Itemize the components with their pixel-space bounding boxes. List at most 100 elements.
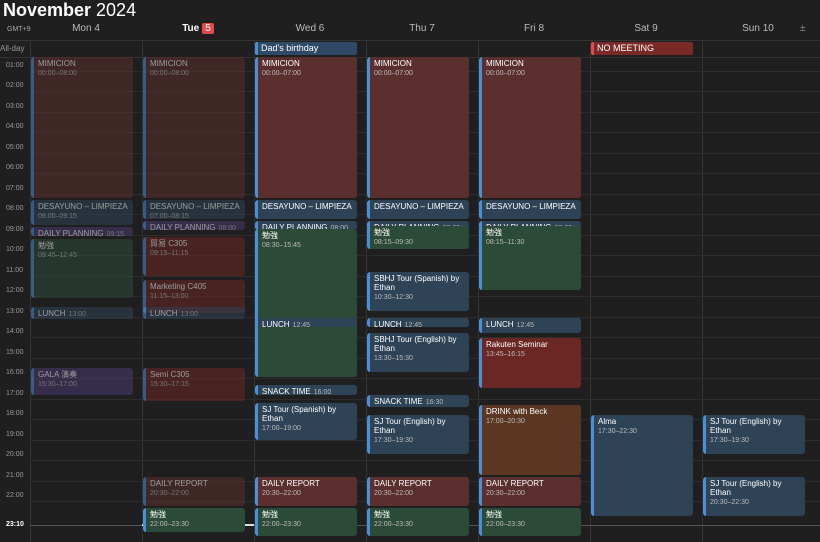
calendar-event[interactable]: DAILY REPORT 20:30–22:00 [367, 476, 469, 506]
event-title: MIMICION [486, 58, 524, 68]
event-color-bar [479, 220, 482, 230]
calendar-header: November 2024 GMT+9 Mon 4 Tue 5 Wed 6 Thu 7 Fr… [0, 0, 820, 40]
calendar-event[interactable]: LUNCH 12:45 [255, 317, 357, 327]
event-title: MIMICION [374, 58, 412, 68]
event-color-bar [479, 476, 482, 506]
calendar-event[interactable]: SJ Tour (English) by Ethan 20:30–22:30 [703, 476, 805, 516]
event-color-bar [367, 56, 370, 198]
calendar-event[interactable]: 勉強 22:00–23:30 [479, 507, 581, 537]
event-title: MIMICION [262, 58, 300, 68]
collapse-icon[interactable]: ± [800, 23, 806, 34]
calendar-event[interactable]: MIMICION 00:00–07:00 [367, 56, 469, 198]
event-color-bar [143, 56, 146, 198]
event-color-bar [591, 415, 594, 516]
calendar-event[interactable]: 勉強 08:15–09:30 [367, 225, 469, 250]
event-time: 08:30–15:45 [262, 241, 301, 249]
calendar-event[interactable]: DESAYUNO – LIMPIEZA [479, 200, 581, 219]
day-header-2[interactable]: Wed 6 [254, 23, 366, 34]
event-color-bar [255, 384, 258, 395]
hour-label: 11:00 [6, 266, 23, 274]
event-title: 勉強 [374, 227, 390, 237]
event-time: 08:00–09:15 [38, 213, 77, 220]
calendar-event[interactable]: LUNCH 12:45 [367, 317, 469, 327]
hour-label: 04:00 [6, 123, 24, 130]
event-title: SJ Tour (English) by Ethan [710, 417, 782, 436]
calendar-event[interactable]: DAILY PLANNING 09:15 [31, 226, 133, 236]
calendar-event[interactable]: LUNCH 12:45 [479, 317, 581, 334]
event-title: 勉強 [486, 227, 502, 237]
calendar-event[interactable]: DAILY REPORT 20:30–22:00 [255, 476, 357, 506]
allday-label: All-day [0, 44, 25, 53]
calendar-event[interactable]: DESAYUNO – LIMPIEZA [367, 200, 469, 219]
calendar-event[interactable]: SBHJ Tour (English) by Ethan 13:30–15:30 [367, 333, 469, 373]
hour-label: 17:00 [6, 389, 24, 397]
event-color-bar [31, 306, 34, 319]
calendar-event[interactable]: DESAYUNO – LIMPIEZA 08:00–09:15 [31, 200, 133, 225]
day-header-5[interactable]: Sat 9 [590, 23, 702, 34]
calendar-event[interactable]: SNACK TIME 16:30 [367, 394, 469, 408]
day-header-4[interactable]: Fri 8 [478, 23, 590, 34]
calendar-event[interactable]: 勉強 08:30–15:45 [255, 228, 357, 378]
calendar-event[interactable]: Rakuten Seminar 13:45–16:15 [479, 338, 581, 388]
event-time: 17:00–19:00 [262, 424, 301, 432]
day-header-6[interactable]: Sun 10 [702, 23, 814, 34]
event-inline-time: 08:00 [218, 224, 237, 230]
calendar-event[interactable]: Alma 17:30–22:30 [591, 415, 693, 516]
event-color-bar [367, 415, 370, 455]
hour-label: 15:00 [6, 348, 24, 356]
calendar-event[interactable]: 勉強 09:45–12:45 [31, 238, 133, 299]
calendar-event[interactable]: DESAYUNO – LIMPIEZA 07:00–08:15 [143, 200, 245, 219]
calendar-event[interactable]: 貿易 C305 09:15–11:15 [143, 236, 245, 276]
calendar-event[interactable]: MIMICION 00:00–07:00 [479, 56, 581, 198]
event-title: SNACK TIME 16:30 [374, 396, 444, 406]
day-header-1[interactable]: Tue 5 [142, 23, 254, 34]
event-title: Rakuten Seminar [486, 340, 548, 350]
calendar-event[interactable]: GALA 演奏 15:30–17:00 [31, 368, 133, 395]
calendar-event[interactable]: DAILY REPORT 20:30–22:00 [479, 476, 581, 506]
calendar-event[interactable]: SJ Tour (English) by Ethan 17:30–19:30 [367, 415, 469, 455]
month-year-title: November 2024 [3, 0, 136, 21]
event-title: MIMICION [38, 58, 76, 68]
event-time: 20:30–22:00 [486, 489, 525, 497]
event-inline-time: 16:00 [313, 388, 332, 395]
event-time: 13:30–15:30 [374, 355, 413, 363]
calendar-event[interactable]: LUNCH 13:00 [31, 306, 133, 319]
calendar-event[interactable]: SNACK TIME 16:00 [255, 384, 357, 395]
event-time: 00:00–07:00 [486, 69, 525, 77]
calendar-event[interactable]: 勉強 22:00–23:30 [367, 507, 469, 537]
calendar-event[interactable]: DESAYUNO – LIMPIEZA [255, 200, 357, 219]
calendar-event[interactable]: DRINK with Beck 17:00–20:30 [479, 405, 581, 475]
calendar-event[interactable]: 勉強 08:15–11:30 [479, 225, 581, 291]
allday-event-title: NO MEETING [597, 43, 655, 53]
calendar-event[interactable]: MIMICION 00:00–08:00 [143, 56, 245, 198]
event-inline-time: 12:45 [292, 321, 311, 327]
calendar-event[interactable]: SBHJ Tour (Spanish) by Ethan 10:30–12:30 [367, 271, 469, 311]
event-time: 20:30–22:00 [262, 489, 301, 497]
calendar-event[interactable]: Semi C305 15:30–17:15 [143, 368, 245, 401]
allday-event[interactable]: Dad's birthday [255, 42, 357, 55]
event-color-bar [31, 226, 34, 236]
day-header-0[interactable]: Mon 4 [30, 23, 142, 34]
event-time: 09:45–12:45 [38, 251, 77, 259]
column-divider [478, 40, 479, 542]
calendar-event[interactable]: SJ Tour (English) by Ethan 17:30–19:30 [703, 415, 805, 455]
hour-label: 14:00 [6, 328, 24, 335]
event-title: 勉強 [486, 509, 502, 519]
event-title: SJ Tour (English) by Ethan [710, 478, 782, 497]
calendar-event[interactable]: MIMICION 00:00–07:00 [255, 56, 357, 198]
hour-label: 07:00 [6, 184, 24, 192]
allday-event[interactable]: NO MEETING [591, 42, 693, 55]
event-color-bar [255, 476, 258, 506]
day-header-3[interactable]: Thu 7 [366, 23, 478, 34]
calendar-event[interactable]: SJ Tour (Spanish) by Ethan 17:00–19:00 [255, 402, 357, 440]
event-time: 22:00–23:30 [262, 520, 301, 528]
event-color-bar [255, 228, 258, 378]
calendar-event[interactable]: DAILY REPORT 20:30–22:00 [143, 476, 245, 506]
calendar-event[interactable]: MIMICION 00:00–08:00 [31, 56, 133, 198]
calendar-event[interactable]: 勉強 22:00–23:30 [255, 507, 357, 537]
calendar-event[interactable]: 勉強 22:00–23:30 [143, 507, 245, 533]
calendar-event[interactable]: LUNCH 13:00 [143, 306, 245, 319]
event-title: DAILY REPORT [262, 478, 320, 488]
